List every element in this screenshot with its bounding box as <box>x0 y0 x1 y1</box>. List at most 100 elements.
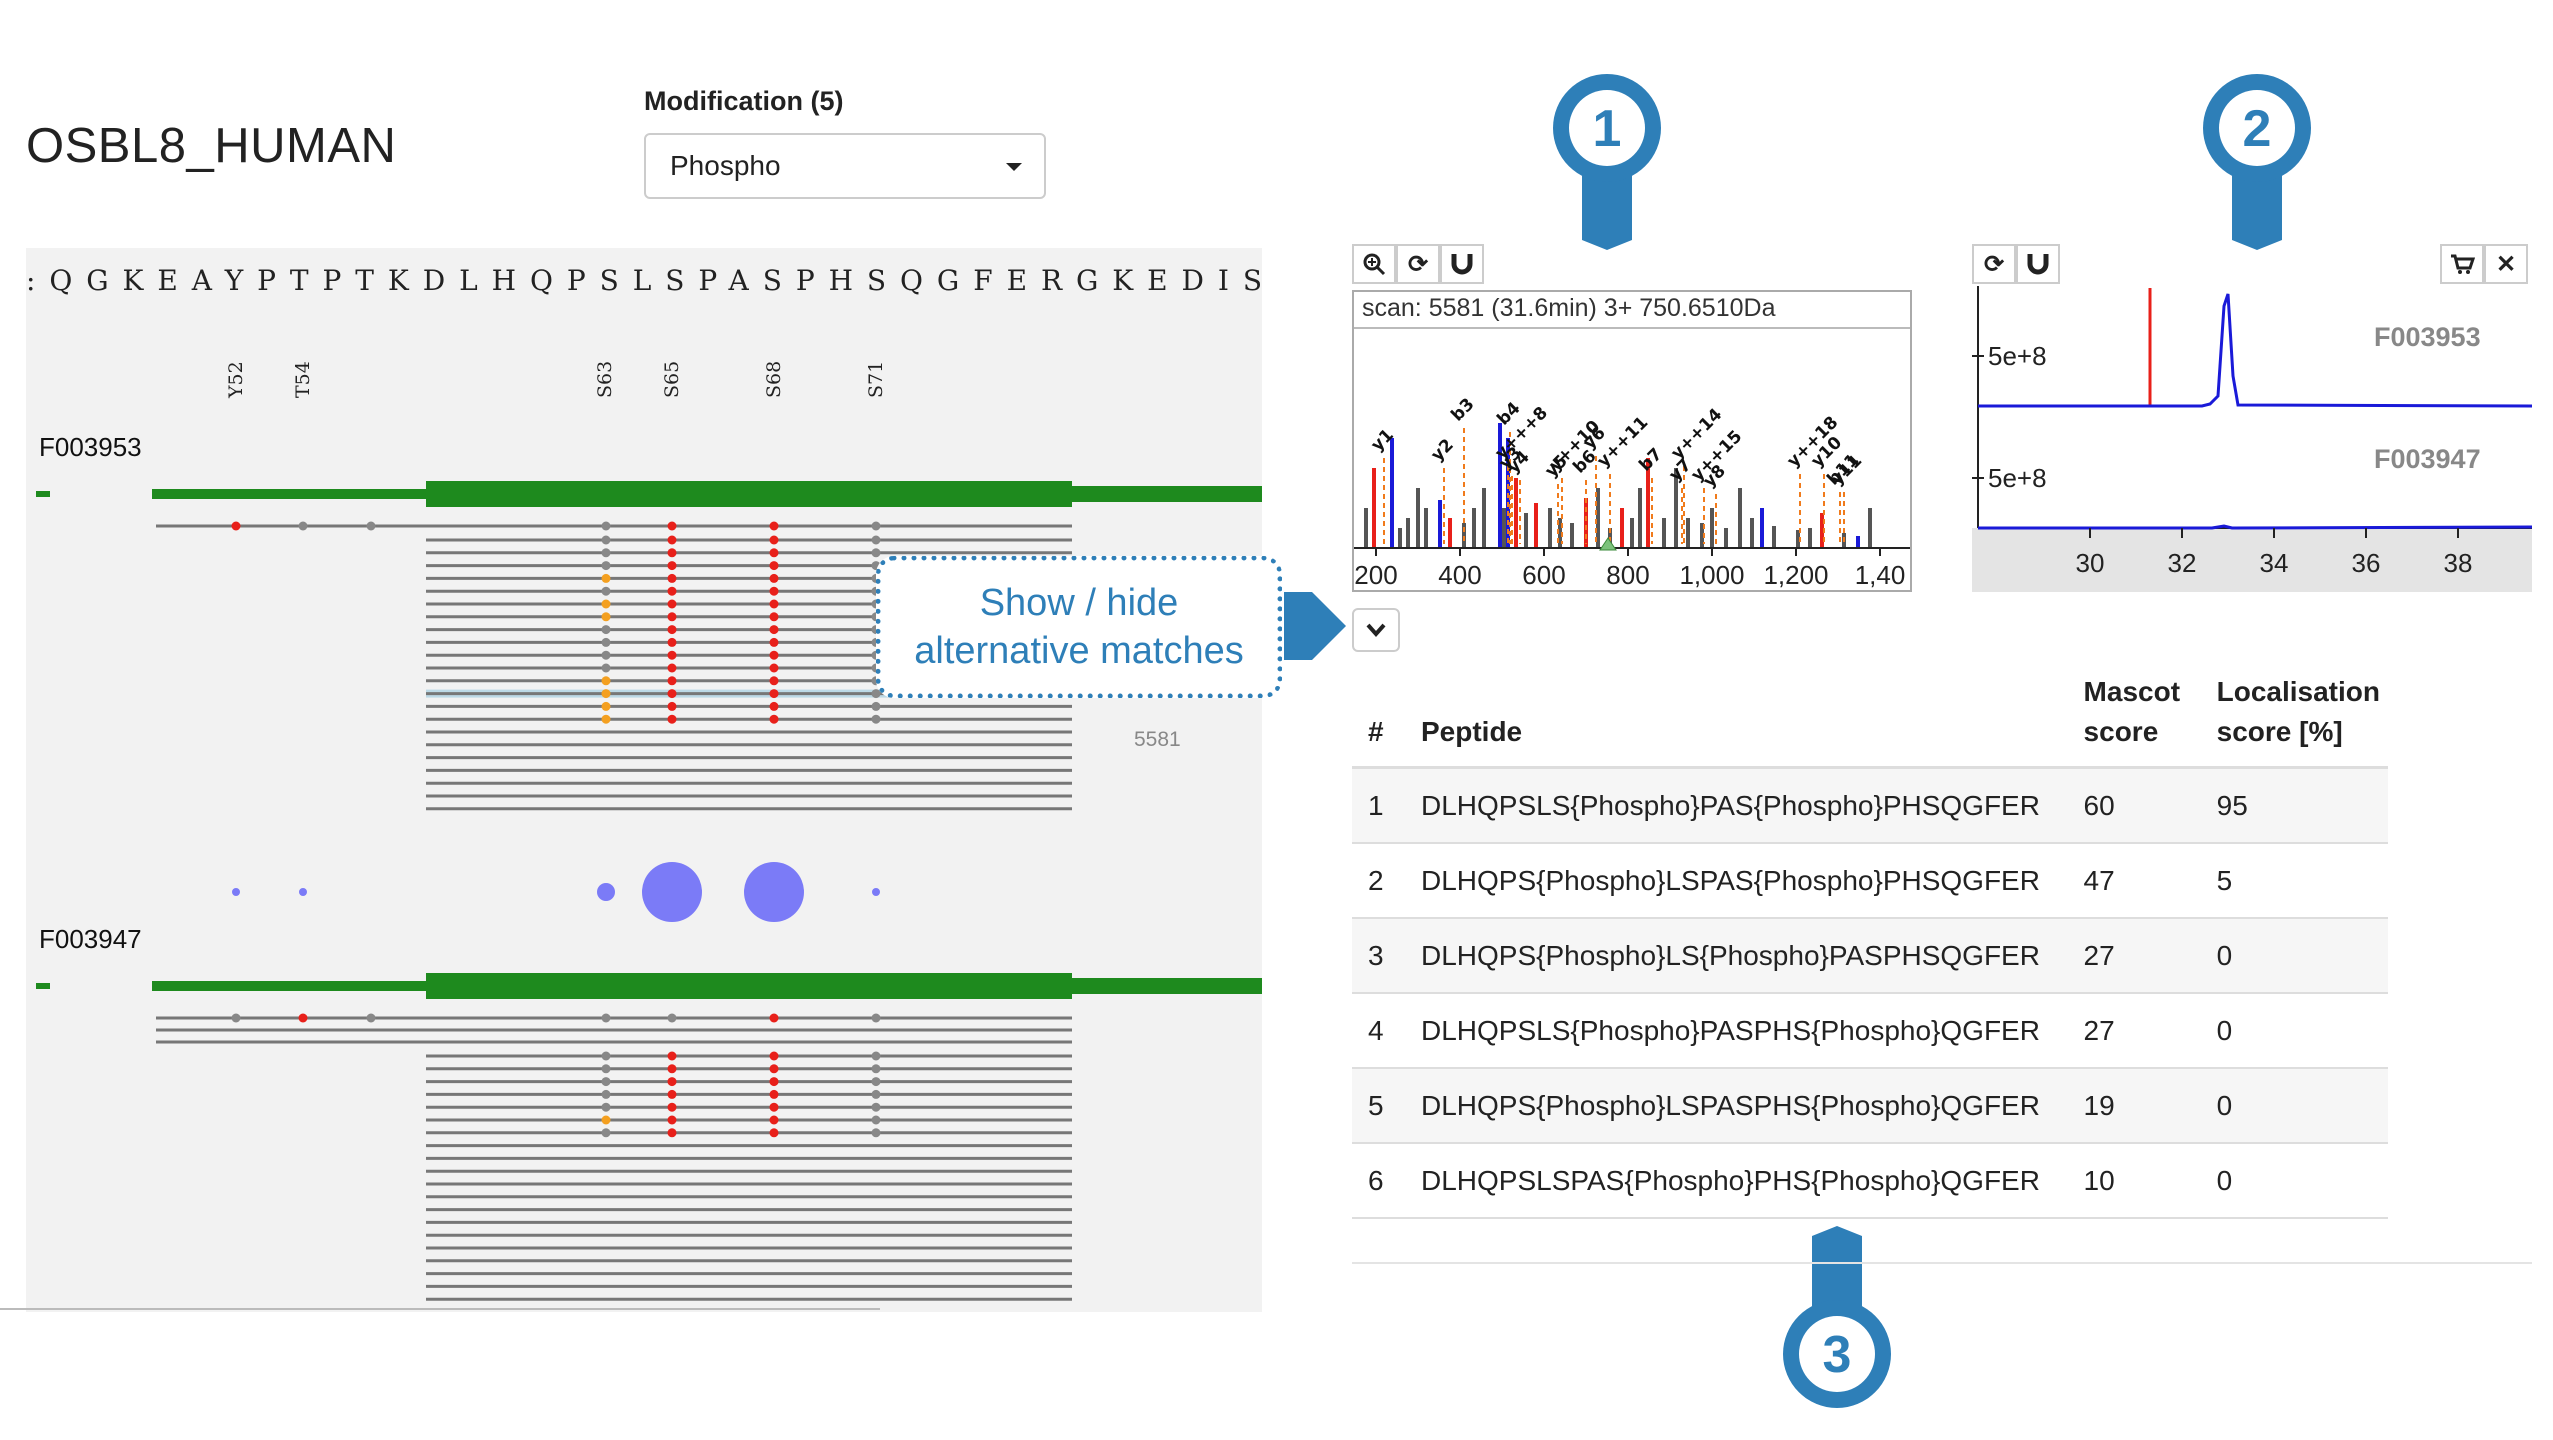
row-number: 3 <box>1352 918 1405 994</box>
xic-trace <box>1978 524 2532 530</box>
xic-trace-label: F003953 <box>2374 322 2481 352</box>
site-dot <box>871 1013 881 1023</box>
column-header-mascot[interactable]: Mascot score <box>2067 666 2201 769</box>
site-dot <box>769 663 779 673</box>
modification-selected-value: Phospho <box>670 150 781 181</box>
site-dot <box>601 573 611 583</box>
peptide-coverage-panel[interactable]: :QGKEAYPTPTKDLHQPSLSPASPHSQGFERGKEDIS Y5… <box>26 248 1262 1312</box>
column-header-peptide[interactable]: Peptide <box>1405 666 2068 769</box>
site-dot <box>769 1102 779 1112</box>
site-dot <box>601 586 611 596</box>
marker-2-icon: 2 <box>2203 74 2311 250</box>
coverage-bar <box>1072 978 1262 994</box>
spectrum-tick-label: 800 <box>1606 560 1649 590</box>
xic-trace <box>1978 293 2532 408</box>
modification-select[interactable]: Phospho <box>644 133 1046 199</box>
ion-label: b3 <box>1447 394 1478 425</box>
site-dot <box>769 1064 779 1074</box>
site-dot <box>871 535 881 545</box>
site-bubble <box>299 888 307 896</box>
site-dot <box>769 637 779 647</box>
xic-reset-button[interactable]: ⟳ <box>1972 244 2016 284</box>
site-bubble <box>872 888 880 896</box>
peptide-cell: DLHQPS{Phospho}LS{Phospho}PASPHSQGFER <box>1405 918 2068 994</box>
column-header-line: Mascot <box>2083 676 2181 707</box>
xic-magnet-button[interactable] <box>2016 244 2060 284</box>
site-dot <box>667 1013 677 1023</box>
site-dot <box>667 1102 677 1112</box>
table-row[interactable]: 6 DLHQPSLSPAS{Phospho}PHS{Phospho}QGFER 10… <box>1352 1143 2388 1219</box>
spectrum-viewer[interactable]: scan: 5581 (31.6min) 3+ 750.6510Da y1 y2 b… <box>1352 290 1912 592</box>
table-row[interactable]: 1 DLHQPSLS{Phospho}PAS{Phospho}PHSQGFER 60… <box>1352 767 2388 844</box>
site-dot <box>769 1089 779 1099</box>
site-dot <box>231 1013 241 1023</box>
site-label: S65 <box>661 361 683 398</box>
xic-y-tick: 5e+8 <box>1988 341 2047 371</box>
reset-button[interactable]: ⟳ <box>1396 244 1440 284</box>
site-dot <box>601 1064 611 1074</box>
table-row[interactable]: 2 DLHQPS{Phospho}LSPAS{Phospho}PHSQGFER 47… <box>1352 843 2388 919</box>
column-header-number[interactable]: # <box>1352 666 1405 769</box>
table-row[interactable]: 3 DLHQPS{Phospho}LS{Phospho}PASPHSQGFER 27… <box>1352 918 2388 994</box>
peptide-cell: DLHQPSLS{Phospho}PASPHS{Phospho}QGFER <box>1405 993 2068 1069</box>
site-dot <box>667 637 677 647</box>
coverage-bar <box>36 491 50 497</box>
localisation-score-cell: 0 <box>2200 1068 2388 1144</box>
site-dot <box>769 535 779 545</box>
peptide-rows[interactable] <box>156 521 1072 1301</box>
table-row[interactable]: 4 DLHQPSLS{Phospho}PASPHS{Phospho}QGFER 27… <box>1352 993 2388 1069</box>
column-header-line: Localisation <box>2216 676 2380 707</box>
site-dot <box>769 586 779 596</box>
site-label: S63 <box>594 361 616 398</box>
site-dot <box>769 599 779 609</box>
table-row[interactable]: 5 DLHQPS{Phospho}LSPASPHS{Phospho}QGFER 19… <box>1352 1068 2388 1144</box>
cart-icon <box>2451 254 2475 274</box>
site-dot <box>871 1089 881 1099</box>
site-dot <box>667 1089 677 1099</box>
site-dot <box>871 1102 881 1112</box>
site-dot <box>667 689 677 699</box>
magnet-icon <box>2027 254 2049 275</box>
site-dot <box>601 535 611 545</box>
toggle-alternative-matches-button[interactable] <box>1352 608 1400 652</box>
site-dot <box>871 1051 881 1061</box>
peptide-matches-table: # Peptide Mascot score Localisation scor… <box>1352 666 2388 1219</box>
protein-title: OSBL8_HUMAN <box>26 119 397 173</box>
spectrum-tick-label: 400 <box>1438 560 1481 590</box>
ion-label: y2 <box>1427 435 1457 465</box>
xic-clear-button[interactable] <box>2440 244 2484 284</box>
site-dot <box>601 1089 611 1099</box>
site-dot <box>667 676 677 686</box>
site-dot <box>769 650 779 660</box>
localisation-score-cell: 0 <box>2200 1143 2388 1219</box>
xic-tick-label: 32 <box>2168 548 2197 578</box>
column-header-localisation[interactable]: Localisation score [%] <box>2200 666 2388 769</box>
close-icon: ✕ <box>2495 250 2517 278</box>
zoom-button[interactable] <box>1352 244 1396 284</box>
site-label: S71 <box>865 361 887 398</box>
marker-1-icon: 1 <box>1553 74 1661 250</box>
site-dot <box>601 1102 611 1112</box>
site-dot <box>769 548 779 558</box>
ion-label: b7 <box>1635 444 1666 475</box>
site-dot <box>667 714 677 724</box>
site-dot <box>667 650 677 660</box>
site-labels: Y52 T54 S63 S65 S68 S71 <box>225 361 887 399</box>
site-dot <box>601 1013 611 1023</box>
table-header-row: # Peptide Mascot score Localisation scor… <box>1352 666 2388 769</box>
site-dot <box>769 676 779 686</box>
site-dot <box>601 548 611 558</box>
spectrum-tick-label: 1,200 <box>1763 560 1828 590</box>
row-number: 5 <box>1352 1068 1405 1144</box>
protein-sequence: :QGKEAYPTPTKDLHQPSLSPASPHSQGFERGKEDIS <box>26 264 1262 297</box>
site-bubble <box>597 883 615 901</box>
site-dot <box>601 1077 611 1087</box>
xic-chart[interactable]: 5e+8 5e+8 F003953 F003947 30 32 34 36 38 <box>1972 246 2532 592</box>
site-dot <box>769 714 779 724</box>
alternative-matches-callout: Show / hide alternative matches <box>876 556 1282 698</box>
site-dot <box>601 1128 611 1138</box>
marker-3-icon: 3 <box>1783 1226 1891 1408</box>
xic-close-button[interactable]: ✕ <box>2484 244 2528 284</box>
magnet-button[interactable] <box>1440 244 1484 284</box>
